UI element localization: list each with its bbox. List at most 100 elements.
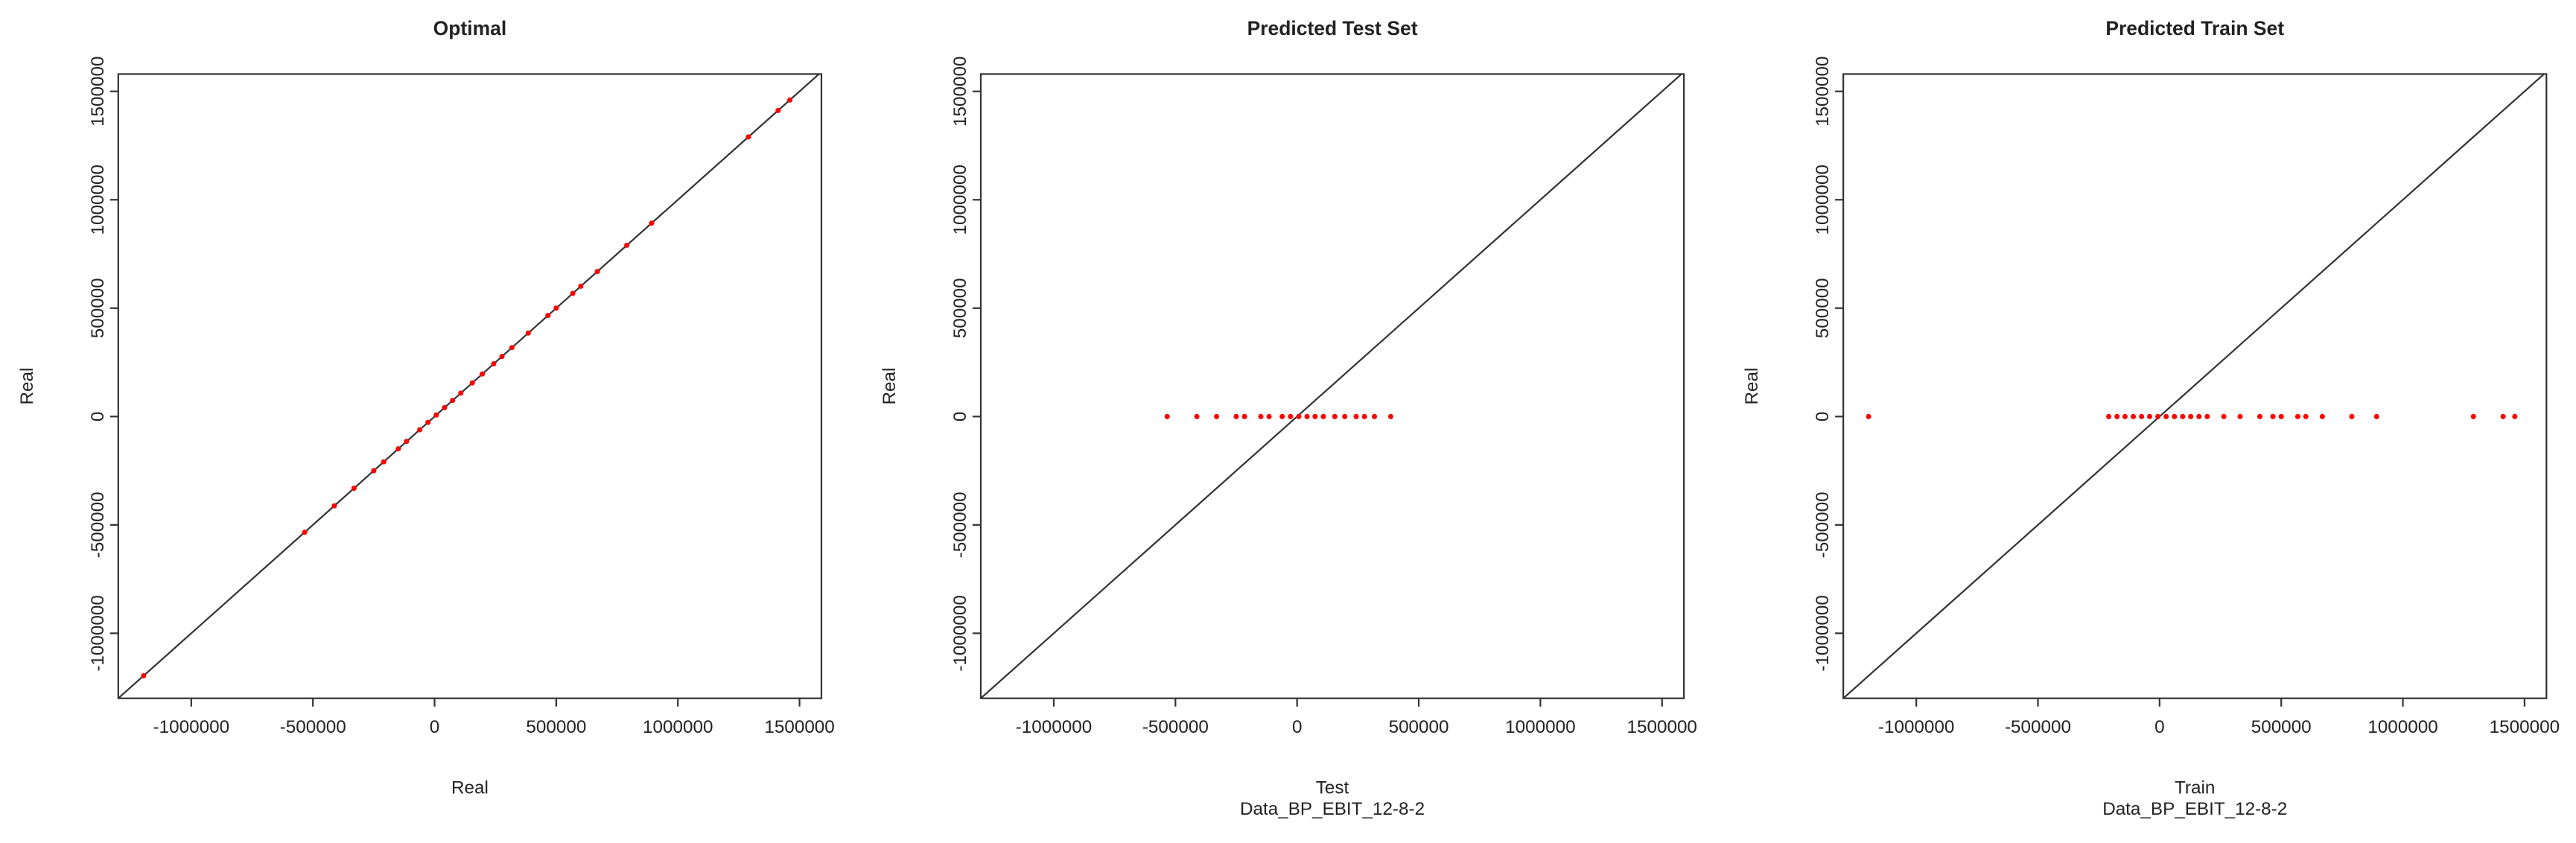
point bbox=[525, 330, 531, 336]
point bbox=[2270, 413, 2276, 419]
plot-box bbox=[1842, 73, 2548, 699]
x-tick-label: 1000000 bbox=[1505, 717, 1575, 737]
point bbox=[624, 242, 630, 248]
x-tick-label: 1500000 bbox=[1627, 717, 1697, 737]
point bbox=[381, 459, 387, 465]
x-tick-label: 0 bbox=[2154, 717, 2165, 737]
point bbox=[2204, 413, 2210, 419]
point bbox=[1353, 413, 1359, 419]
point bbox=[2122, 413, 2128, 419]
point bbox=[2146, 413, 2152, 419]
x-tick-label: -500000 bbox=[2005, 717, 2071, 737]
identity-line bbox=[980, 73, 1682, 699]
y-tick-label: -500000 bbox=[1813, 492, 1833, 558]
point bbox=[2139, 413, 2145, 419]
point bbox=[1258, 413, 1264, 419]
point bbox=[1312, 413, 1318, 419]
y-tick-label: -1000000 bbox=[1813, 595, 1833, 671]
point bbox=[509, 345, 515, 351]
point bbox=[491, 361, 497, 367]
point bbox=[1288, 413, 1294, 419]
point bbox=[2188, 413, 2194, 419]
x-axis-label: Real bbox=[451, 777, 489, 798]
point bbox=[775, 107, 781, 113]
point bbox=[1361, 413, 1367, 419]
point bbox=[553, 305, 559, 311]
point bbox=[2512, 413, 2518, 419]
point bbox=[141, 672, 147, 678]
y-axis-label: Real bbox=[1742, 368, 1762, 405]
y-tick-label: 500000 bbox=[1813, 278, 1833, 338]
point bbox=[2114, 413, 2120, 419]
point bbox=[594, 269, 600, 275]
point bbox=[2237, 413, 2243, 419]
point bbox=[2155, 413, 2161, 419]
point bbox=[2221, 413, 2227, 419]
point bbox=[371, 468, 377, 474]
point bbox=[450, 398, 456, 404]
point bbox=[1342, 413, 1348, 419]
point bbox=[2278, 413, 2284, 419]
point bbox=[570, 290, 576, 296]
point bbox=[458, 390, 464, 396]
x-tick-label: 0 bbox=[1292, 717, 1303, 737]
point bbox=[649, 220, 655, 226]
x-tick-label: -1000000 bbox=[1016, 717, 1092, 737]
point bbox=[1266, 413, 1272, 419]
x-tick-label: 1500000 bbox=[2490, 717, 2560, 737]
point bbox=[480, 371, 486, 377]
identity-line bbox=[1842, 73, 2545, 699]
point bbox=[425, 419, 431, 425]
point bbox=[469, 380, 475, 386]
point bbox=[2373, 413, 2379, 419]
point bbox=[404, 439, 410, 445]
x-tick-label: -1000000 bbox=[153, 717, 229, 737]
x-tick-label: 500000 bbox=[1389, 717, 1449, 737]
y-tick-label: 1500000 bbox=[1813, 57, 1833, 127]
point bbox=[1332, 413, 1338, 419]
identity-line bbox=[118, 73, 820, 699]
point bbox=[1241, 413, 1247, 419]
x-tick-label: 1500000 bbox=[764, 717, 834, 737]
y-tick-label: -500000 bbox=[88, 492, 108, 558]
point bbox=[2106, 413, 2112, 419]
chart-title: Predicted Train Set bbox=[2105, 17, 2284, 39]
point bbox=[2319, 413, 2325, 419]
point bbox=[1296, 413, 1302, 419]
point bbox=[1214, 413, 1220, 419]
y-tick-label: 500000 bbox=[88, 278, 108, 338]
x-tick-label: 1000000 bbox=[643, 717, 713, 737]
y-axis-label: Real bbox=[880, 368, 900, 405]
plot-box bbox=[117, 73, 823, 699]
y-tick-label: 0 bbox=[950, 412, 970, 422]
point bbox=[2500, 413, 2506, 419]
x-tick-label: -500000 bbox=[1142, 717, 1209, 737]
y-tick-label: 0 bbox=[88, 412, 108, 422]
point bbox=[1279, 413, 1285, 419]
subtitle: Data_BP_EBIT_12-8-2 bbox=[2102, 799, 2287, 819]
point bbox=[2257, 413, 2262, 419]
x-tick-label: 500000 bbox=[526, 717, 586, 737]
y-tick-label: 1500000 bbox=[88, 57, 108, 127]
x-tick-label: -1000000 bbox=[1878, 717, 1954, 737]
y-tick-label: 500000 bbox=[950, 278, 970, 338]
y-axis-label: Real bbox=[17, 368, 37, 405]
point bbox=[302, 529, 308, 535]
point bbox=[1387, 413, 1393, 419]
point bbox=[331, 503, 337, 509]
x-tick-label: -500000 bbox=[280, 717, 346, 737]
point bbox=[2294, 413, 2300, 419]
point bbox=[2131, 413, 2137, 419]
y-tick-label: 0 bbox=[1813, 412, 1833, 422]
point bbox=[1372, 413, 1378, 419]
point bbox=[786, 97, 793, 103]
point bbox=[442, 404, 448, 410]
point bbox=[1320, 413, 1326, 419]
point bbox=[2303, 413, 2309, 419]
point bbox=[745, 134, 751, 140]
chart-title: Predicted Test Set bbox=[1247, 17, 1418, 39]
point bbox=[2196, 413, 2202, 419]
y-tick-label: -1000000 bbox=[950, 595, 970, 671]
x-tick-label: 0 bbox=[430, 717, 440, 737]
point bbox=[433, 412, 439, 418]
